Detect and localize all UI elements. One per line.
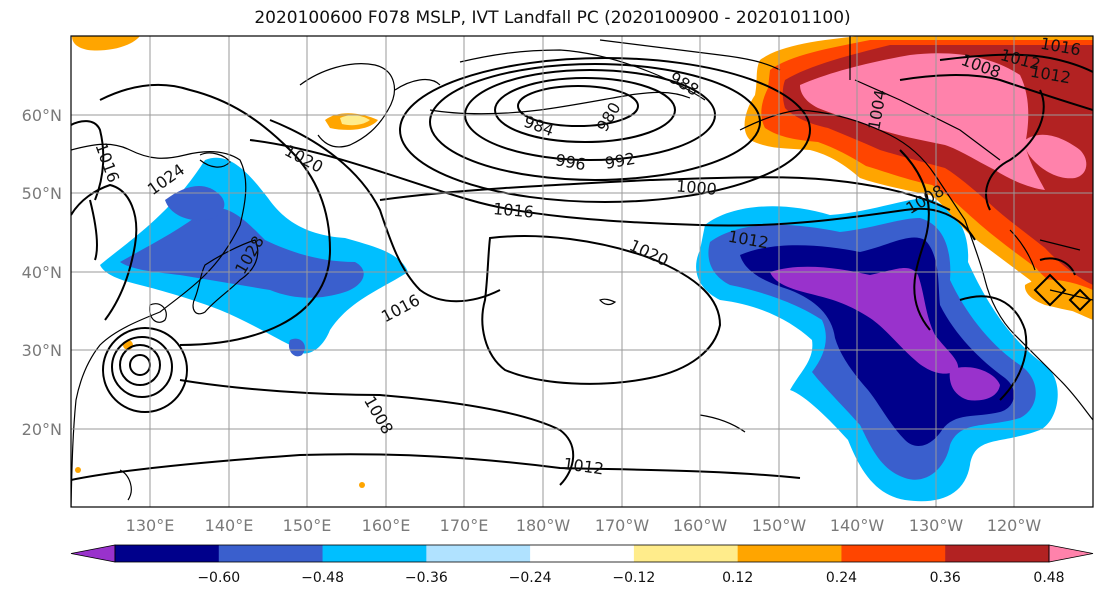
lon-label: 150°E <box>283 516 332 535</box>
colorbar-tick-label: 0.48 <box>1033 570 1064 586</box>
colorbar-tick-label: −0.12 <box>612 570 655 586</box>
lon-label: 140°E <box>205 516 254 535</box>
colorbar-segment <box>115 545 220 562</box>
lon-label: 150°W <box>752 516 807 535</box>
lon-label: 160°W <box>673 516 728 535</box>
colorbar <box>70 544 1094 563</box>
contour-label: 1016 <box>492 199 534 221</box>
colorbar-tick-label: −0.24 <box>509 570 552 586</box>
colorbar-segment <box>322 545 427 562</box>
lon-label: 130°W <box>909 516 964 535</box>
lat-label: 40°N <box>22 263 62 282</box>
gridlines <box>71 36 1093 507</box>
lat-label: 30°N <box>22 341 62 360</box>
colorbar-tick-label: −0.48 <box>301 570 344 586</box>
colorbar-labels: −0.60 −0.48 −0.36 −0.24 −0.12 0.12 0.24 0.36 0.4… <box>197 570 1064 586</box>
lat-label: 20°N <box>22 420 62 439</box>
colorbar-segment <box>841 545 946 562</box>
colorbar-segment <box>737 545 842 562</box>
latitude-labels: 60°N 50°N 40°N 30°N 20°N <box>22 106 62 439</box>
lon-label: 120°W <box>987 516 1042 535</box>
map-panel: 980 984 988 992 996 1000 1004 1008 1012 … <box>70 34 1094 508</box>
colorbar-extend-high <box>1048 544 1094 563</box>
lat-label: 50°N <box>22 184 62 203</box>
map-frame <box>70 35 1094 508</box>
colorbar-segment <box>426 545 531 562</box>
lat-label: 60°N <box>22 106 62 125</box>
colorbar-segment <box>218 545 324 562</box>
lon-label: 160°E <box>362 516 411 535</box>
colorbar-tick-label: −0.60 <box>197 570 240 586</box>
lon-label: 170°W <box>595 516 650 535</box>
lon-label: 130°E <box>126 516 175 535</box>
isobars <box>71 53 1093 486</box>
lon-label: 140°W <box>830 516 885 535</box>
lon-label: 170°E <box>440 516 489 535</box>
ivt-negative-west <box>100 157 408 357</box>
colorbar-tick-label: −0.36 <box>405 570 448 586</box>
colorbar-tick-label: 0.36 <box>930 570 961 586</box>
longitude-labels: 130°E 140°E 150°E 160°E 170°E 180°W 170°… <box>126 516 1042 535</box>
colorbar-extend-low <box>70 544 116 563</box>
colorbar-tick-label: 0.12 <box>722 570 753 586</box>
colorbar-frame <box>114 544 1050 563</box>
colorbar-tick-label: 0.24 <box>826 570 857 586</box>
map-title: 2020100600 F078 MSLP, IVT Landfall PC (2… <box>254 8 851 28</box>
colorbar-segment <box>945 545 1050 562</box>
contour-label: 1000 <box>675 176 717 198</box>
colorbar-segment <box>530 545 635 562</box>
colorbar-segment <box>633 545 739 562</box>
lon-label: 180°W <box>516 516 571 535</box>
